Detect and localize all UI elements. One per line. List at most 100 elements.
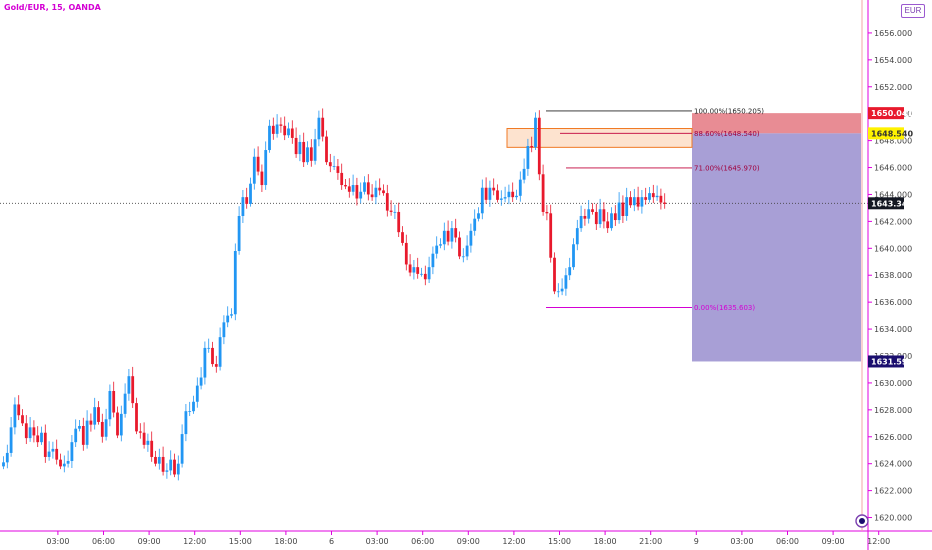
candle — [260, 164, 264, 193]
candle — [663, 193, 667, 209]
candle — [496, 184, 499, 203]
candle — [541, 164, 545, 216]
scroll-to-realtime-button[interactable] — [855, 514, 869, 528]
candle — [104, 408, 108, 441]
y-tick-label: 1638.000 — [874, 271, 912, 280]
candle — [366, 174, 370, 201]
y-tick-label: 1642.000 — [874, 217, 912, 226]
candle — [526, 138, 530, 176]
candle — [55, 439, 59, 465]
candle — [344, 178, 347, 190]
candle — [575, 219, 579, 251]
candle — [268, 119, 271, 153]
candle — [469, 223, 473, 253]
candle — [610, 207, 613, 231]
candle — [473, 209, 477, 236]
candle — [549, 204, 553, 263]
symbol-title: Gold/EUR, 15, OANDA — [4, 3, 101, 12]
x-tick-label: 15:00 — [229, 537, 252, 546]
candle — [530, 136, 534, 153]
fib-level-label: 71.00%(1645.970) — [694, 164, 760, 172]
candle — [317, 110, 321, 147]
candle — [632, 188, 636, 212]
candle — [24, 415, 28, 445]
x-tick-label: 03:00 — [730, 537, 753, 546]
y-tick-label: 1654.000 — [874, 56, 912, 65]
candle — [97, 401, 100, 425]
candle — [431, 246, 435, 275]
candle — [309, 139, 313, 167]
candle — [146, 433, 150, 452]
candle — [499, 190, 503, 206]
candle — [583, 208, 587, 226]
candle — [287, 122, 290, 138]
candle — [401, 226, 404, 246]
y-tick-label: 1640.000 — [874, 244, 912, 253]
candle — [135, 397, 138, 435]
candle — [336, 159, 340, 180]
y-tick-label: 1636.000 — [874, 298, 912, 307]
price-axis-label: 1631.594 — [868, 355, 913, 368]
candle — [241, 190, 245, 223]
x-tick-label: 18:00 — [274, 537, 297, 546]
y-tick-label: 1652.000 — [874, 83, 912, 92]
candle — [321, 108, 325, 142]
stop-loss-zone[interactable] — [692, 113, 861, 134]
candle — [93, 397, 97, 430]
candle — [188, 401, 192, 417]
take-profit-zone[interactable] — [692, 133, 861, 362]
candle — [180, 424, 184, 468]
x-tick-label: 09:00 — [457, 537, 480, 546]
candle — [359, 182, 363, 204]
candle — [237, 206, 241, 255]
short-position-tool[interactable] — [692, 113, 861, 362]
candle — [572, 238, 575, 270]
candle — [564, 268, 568, 296]
candle — [522, 158, 526, 184]
fib-level-label: 100.00%(1650.205) — [694, 107, 764, 115]
candle — [275, 114, 279, 138]
candle — [226, 306, 230, 328]
candle — [613, 205, 617, 226]
candle — [416, 257, 420, 279]
x-tick-label: 03:00 — [46, 537, 69, 546]
candle — [378, 178, 382, 196]
candle — [332, 155, 336, 170]
candle — [62, 455, 66, 473]
x-tick-label: 12:00 — [867, 537, 890, 546]
candle — [13, 397, 17, 435]
candle — [591, 203, 594, 215]
candle — [351, 174, 355, 196]
candle — [81, 417, 85, 451]
candle — [644, 187, 648, 205]
candle — [507, 184, 511, 205]
x-tick-label: 6 — [329, 537, 334, 546]
candle — [36, 426, 40, 447]
fib-level-label: 0.00%(1635.603) — [694, 304, 755, 312]
candle — [290, 120, 294, 144]
price-axis-label: 1643.344 — [868, 197, 913, 210]
candle — [488, 180, 492, 207]
y-tick-label: 1622.000 — [874, 487, 912, 496]
y-tick-label: 1646.000 — [874, 164, 912, 173]
candle — [621, 195, 625, 223]
candle — [195, 377, 199, 408]
candle — [465, 235, 469, 261]
candle — [283, 116, 287, 141]
y-tick-label: 1648.000 — [874, 137, 912, 146]
candle — [363, 176, 366, 195]
price-axis-label: 1648.540 — [868, 127, 913, 140]
candle — [184, 404, 188, 442]
currency-badge[interactable]: EUR — [901, 4, 925, 18]
fibonacci-retracement[interactable]: 100.00%(1650.205) 88.60%(1648.540) 71.00%(… — [546, 107, 764, 312]
candle — [492, 178, 496, 196]
candle — [480, 179, 484, 220]
x-tick-label: 06:00 — [776, 537, 799, 546]
candle — [142, 422, 146, 449]
candle — [138, 423, 142, 439]
x-tick-label: 21:00 — [639, 537, 662, 546]
candle — [503, 186, 507, 203]
candle — [385, 184, 389, 217]
